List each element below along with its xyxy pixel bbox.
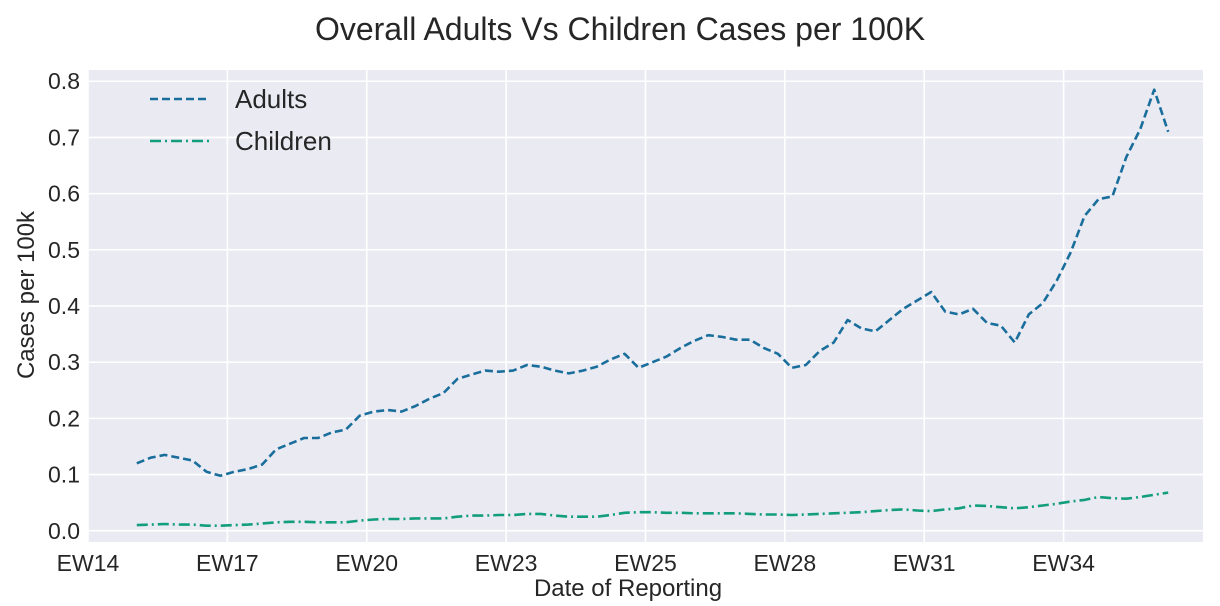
series-line-children: [136, 491, 1169, 528]
x-tick-label: EW34: [1032, 550, 1095, 576]
x-tick-label: EW31: [893, 550, 956, 576]
x-tick-label: EW28: [754, 550, 817, 576]
y-axis-label: Cases per 100k: [13, 210, 40, 379]
chart-title: Overall Adults Vs Children Cases per 100…: [315, 11, 925, 47]
y-tick-label: 0.7: [48, 124, 80, 150]
grid-lines: [87, 70, 1203, 542]
y-tick-label: 0.5: [48, 237, 80, 263]
y-tick-label: 0.0: [48, 518, 80, 544]
y-tick-labels: 0.0 0.1 0.2 0.3 0.4 0.5 0.6 0.7 0.8: [48, 68, 80, 544]
y-tick-label: 0.2: [48, 405, 80, 431]
y-tick-label: 0.1: [48, 462, 80, 488]
x-tick-labels: EW14 EW17 EW20 EW23 EW25 EW28 EW31 EW34: [57, 550, 1095, 576]
legend-label-children: Children: [235, 126, 332, 156]
x-tick-label: EW17: [196, 550, 259, 576]
series-line-adults: [136, 88, 1170, 478]
y-tick-label: 0.8: [48, 68, 80, 94]
y-tick-label: 0.4: [48, 293, 80, 319]
y-tick-label: 0.6: [48, 181, 80, 207]
x-tick-label: EW14: [57, 550, 120, 576]
x-axis-label: Date of Reporting: [534, 575, 722, 602]
x-tick-label: EW25: [614, 550, 677, 576]
x-tick-label: EW23: [475, 550, 538, 576]
series-layer: [136, 88, 1170, 528]
x-tick-label: EW20: [335, 550, 398, 576]
legend-label-adults: Adults: [235, 84, 307, 114]
legend: Adults Children: [150, 84, 332, 156]
y-tick-label: 0.3: [48, 349, 80, 375]
